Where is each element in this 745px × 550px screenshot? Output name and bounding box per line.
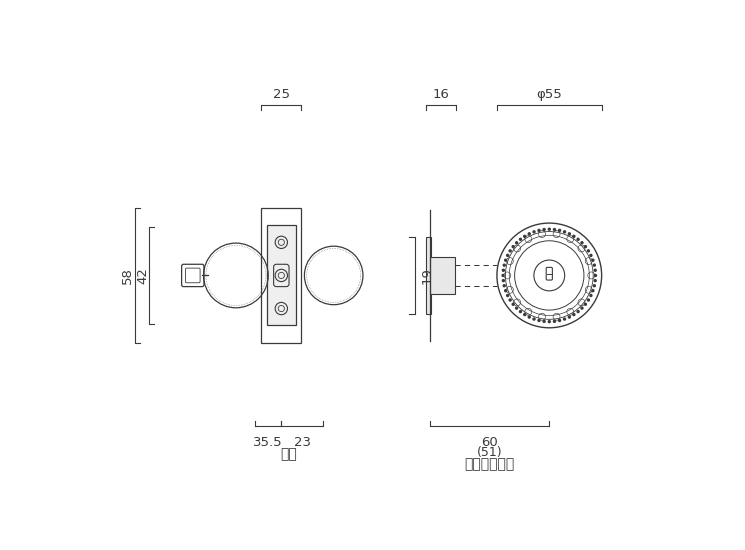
Circle shape <box>563 318 565 320</box>
Text: 25: 25 <box>273 87 290 101</box>
Circle shape <box>559 320 560 322</box>
Circle shape <box>573 235 575 237</box>
Bar <box>426 237 431 314</box>
Circle shape <box>524 235 526 237</box>
Circle shape <box>516 307 518 309</box>
Circle shape <box>590 255 592 256</box>
Circle shape <box>590 294 592 296</box>
Circle shape <box>593 285 595 287</box>
Circle shape <box>548 321 551 323</box>
Circle shape <box>507 294 509 296</box>
Circle shape <box>502 274 504 277</box>
Circle shape <box>509 250 511 252</box>
Circle shape <box>512 246 514 248</box>
Circle shape <box>573 314 575 316</box>
Bar <box>261 208 301 343</box>
Text: 42: 42 <box>136 267 149 284</box>
Circle shape <box>519 311 522 312</box>
Text: 35.5: 35.5 <box>253 436 283 449</box>
Circle shape <box>584 303 586 305</box>
Text: 16: 16 <box>433 87 449 101</box>
Circle shape <box>548 228 551 230</box>
Text: 扇厉: 扇厉 <box>281 447 297 461</box>
Circle shape <box>503 285 505 287</box>
Circle shape <box>504 259 507 261</box>
Text: 19: 19 <box>420 267 434 284</box>
Circle shape <box>592 259 594 261</box>
Text: φ55: φ55 <box>536 87 562 101</box>
Circle shape <box>512 303 514 305</box>
Circle shape <box>509 299 511 301</box>
Circle shape <box>533 231 535 233</box>
Bar <box>430 257 454 294</box>
Circle shape <box>595 279 596 282</box>
Circle shape <box>568 316 571 318</box>
Circle shape <box>584 246 586 248</box>
Circle shape <box>538 229 540 232</box>
Circle shape <box>587 250 589 252</box>
Text: 23: 23 <box>294 436 311 449</box>
Text: 58: 58 <box>121 267 134 284</box>
Text: バックセット: バックセット <box>464 457 515 471</box>
Circle shape <box>577 311 579 312</box>
Circle shape <box>528 316 530 318</box>
Circle shape <box>595 274 597 277</box>
Circle shape <box>538 320 540 322</box>
Text: (51): (51) <box>477 447 502 459</box>
Circle shape <box>502 279 504 282</box>
Circle shape <box>587 299 589 301</box>
Circle shape <box>516 242 518 244</box>
Circle shape <box>581 242 583 244</box>
Circle shape <box>504 290 507 292</box>
Text: 60: 60 <box>481 436 498 449</box>
Circle shape <box>528 233 530 235</box>
Circle shape <box>568 233 571 235</box>
Circle shape <box>503 264 505 266</box>
Circle shape <box>507 255 509 256</box>
Circle shape <box>502 270 504 271</box>
Circle shape <box>595 270 596 271</box>
Circle shape <box>577 238 579 240</box>
Circle shape <box>543 320 545 322</box>
Circle shape <box>581 307 583 309</box>
Circle shape <box>533 318 535 320</box>
Circle shape <box>524 314 526 316</box>
Circle shape <box>543 229 545 230</box>
Bar <box>267 226 296 326</box>
Circle shape <box>563 231 565 233</box>
Circle shape <box>592 290 594 292</box>
Circle shape <box>559 229 560 232</box>
Circle shape <box>593 264 595 266</box>
Circle shape <box>554 320 556 322</box>
Circle shape <box>554 229 556 230</box>
Circle shape <box>519 238 522 240</box>
